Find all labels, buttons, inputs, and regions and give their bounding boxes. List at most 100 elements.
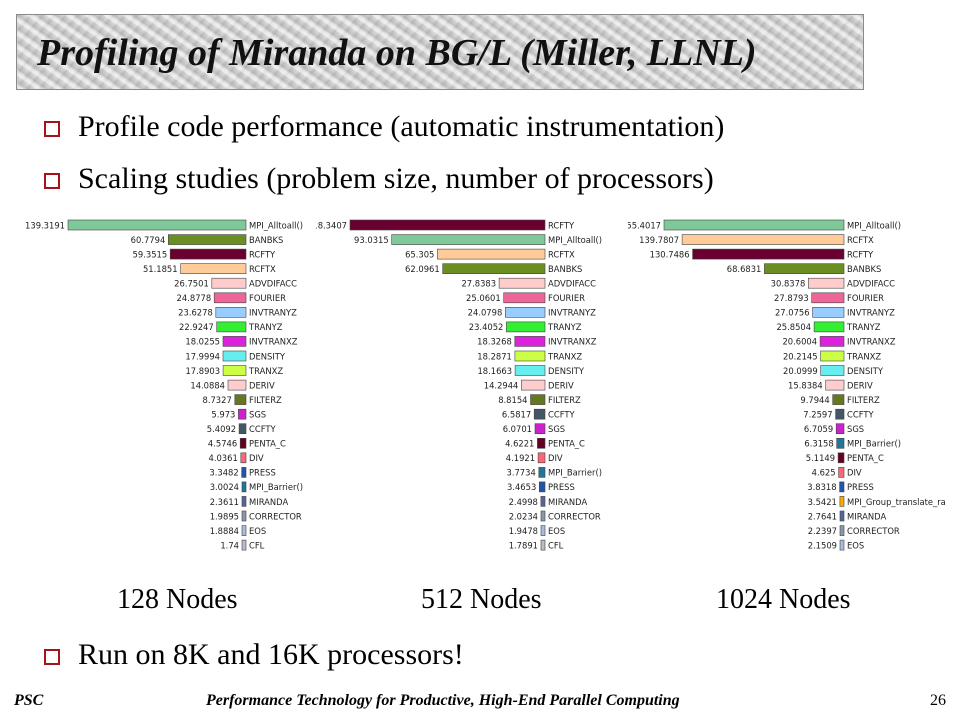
bar-value-label: 4.0361 xyxy=(208,453,237,463)
bar-value-label: 18.3268 xyxy=(477,337,512,347)
bar-mpi-alltoall xyxy=(663,219,845,231)
bar-value-label: 2.2397 xyxy=(808,526,837,536)
bar-value-label: 2.0234 xyxy=(509,511,538,521)
bullet-text: Profile code performance (automatic inst… xyxy=(78,110,725,143)
bar-miranda xyxy=(839,510,845,522)
bar-category-label: MIRANDA xyxy=(847,511,886,521)
bar-rcftx xyxy=(681,234,845,245)
bar-value-label: 1.74 xyxy=(220,540,239,550)
bar-value-label: 118.3407 xyxy=(316,220,347,230)
bar-miranda xyxy=(540,496,546,507)
bar-category-label: PENTA_C xyxy=(847,453,884,463)
bar-mpi-barrier xyxy=(241,481,247,493)
bar-div xyxy=(240,452,247,464)
bar-value-label: 65.305 xyxy=(405,249,434,259)
bar-corrector xyxy=(540,510,546,522)
bar-tranyz xyxy=(813,321,845,333)
bar-tranxz xyxy=(222,365,247,376)
bar-value-label: 20.0999 xyxy=(783,366,818,376)
bar-value-label: 9.7944 xyxy=(800,395,829,405)
bar-category-label: FILTERZ xyxy=(847,395,880,405)
bullet-text: Run on 8K and 16K processors! xyxy=(78,638,464,671)
bar-value-label: 68.6831 xyxy=(727,264,762,274)
bar-cfl xyxy=(241,539,247,551)
bar-press xyxy=(539,481,546,493)
bar-category-label: DENSITY xyxy=(548,366,585,376)
bar-sgs xyxy=(534,423,546,434)
bar-value-label: 51.1851 xyxy=(143,264,178,274)
bar-deriv xyxy=(227,379,247,391)
bar-rcftx xyxy=(180,263,247,275)
bar-category-label: FOURIER xyxy=(249,293,286,303)
bar-value-label: 18.0255 xyxy=(185,337,220,347)
bar-value-label: 8.8154 xyxy=(498,395,527,405)
bar-fourier xyxy=(503,292,546,304)
bar-category-label: MPI_Alltoall() xyxy=(249,220,303,230)
bar-category-label: MPI_Alltoall() xyxy=(847,220,901,230)
bar-penta-c xyxy=(239,438,247,449)
bar-value-label: 4.625 xyxy=(812,468,836,478)
bar-category-label: RCFTY xyxy=(249,249,276,259)
slide-title: Profiling of Miranda on BG/L (Miller, LL… xyxy=(37,32,757,74)
bar-value-label: 3.8318 xyxy=(807,482,836,492)
bar-category-label: PRESS xyxy=(847,482,874,492)
bar-density xyxy=(820,365,845,376)
bar-tranyz xyxy=(216,321,247,333)
bar-density xyxy=(514,365,546,376)
bar-invtranyz xyxy=(812,307,845,318)
profile-chart-128-nodes: 139.3191 MPI_Alltoall() 60.7794 BANBKS 59.35… xyxy=(25,219,303,551)
title-banner: Profiling of Miranda on BG/L (Miller, LL… xyxy=(16,14,864,90)
bar-banbks xyxy=(442,263,546,275)
bar-category-label: INVTRANXZ xyxy=(847,337,896,347)
bar-category-label: CCFTY xyxy=(548,410,575,420)
bar-category-label: SGS xyxy=(548,424,565,434)
bar-fourier xyxy=(213,292,247,304)
bar-value-label: 4.5746 xyxy=(208,439,237,449)
bar-deriv xyxy=(521,379,546,391)
bar-miranda xyxy=(241,496,247,507)
bar-value-label: 18.1663 xyxy=(477,366,512,376)
bar-category-label: DIV xyxy=(548,453,563,463)
bar-category-label: FOURIER xyxy=(548,293,585,303)
bar-fourier xyxy=(811,292,845,304)
bar-category-label: DERIV xyxy=(847,380,873,390)
bar-category-label: BANBKS xyxy=(548,264,582,274)
bar-category-label: RCFTX xyxy=(847,235,874,245)
bar-category-label: TRANXZ xyxy=(248,366,283,376)
bar-div xyxy=(838,467,845,478)
bar-category-label: DENSITY xyxy=(249,351,286,361)
bar-category-label: RCFTX xyxy=(249,264,276,274)
bar-value-label: 7.2597 xyxy=(803,410,832,420)
bar-filterz xyxy=(832,394,845,405)
bar-filterz xyxy=(530,394,546,405)
bar-value-label: 8.7327 xyxy=(202,395,231,405)
bar-category-label: INVTRANXZ xyxy=(548,337,597,347)
bar-rcftx xyxy=(437,248,546,260)
bar-mpi-barrier xyxy=(538,467,546,478)
bar-value-label: 6.3158 xyxy=(804,439,833,449)
bar-category-label: PRESS xyxy=(548,482,575,492)
bar-value-label: 139.7807 xyxy=(639,235,679,245)
bar-category-label: CFL xyxy=(249,540,265,550)
bar-penta-c xyxy=(537,438,546,449)
bar-category-label: ADVDIFACC xyxy=(249,279,297,289)
bar-value-label: 5.1149 xyxy=(806,453,835,463)
bar-ccfty xyxy=(533,408,546,420)
bar-category-label: DENSITY xyxy=(847,366,884,376)
bar-filterz xyxy=(234,394,247,405)
bar-value-label: 59.3515 xyxy=(133,249,168,259)
bar-category-label: PENTA_C xyxy=(249,439,286,449)
bar-category-label: EOS xyxy=(548,526,565,536)
bar-value-label: 26.7501 xyxy=(174,279,209,289)
bar-banbks xyxy=(764,263,845,275)
bar-value-label: 27.8793 xyxy=(774,293,809,303)
bar-rcfty xyxy=(349,219,546,231)
bullet-item: Run on 8K and 16K processors! xyxy=(44,638,464,672)
bar-rcfty xyxy=(692,248,845,260)
chart-title-128-nodes: 128 Nodes xyxy=(117,584,238,615)
bar-category-label: RCFTX xyxy=(548,249,575,259)
bar-value-label: 1.9895 xyxy=(210,511,239,521)
bar-invtranxz xyxy=(819,336,845,347)
bar-category-label: INVTRANYZ xyxy=(548,308,596,318)
bar-rcfty xyxy=(169,248,247,260)
